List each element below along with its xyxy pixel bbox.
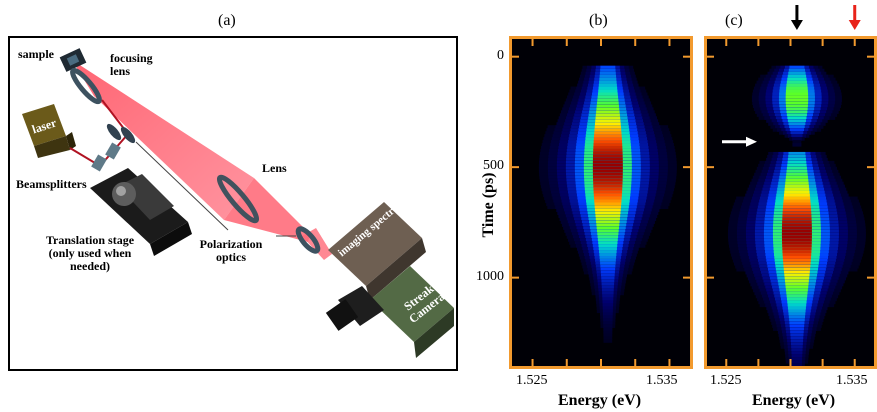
streak-camera xyxy=(325,266,454,358)
streak-plot-b xyxy=(512,39,690,366)
x-tick-b-left: 1.525 xyxy=(516,373,548,388)
setup-drawing xyxy=(22,48,454,358)
streak-image-b xyxy=(509,36,693,369)
x-axis-label-c: Energy (eV) xyxy=(752,392,836,409)
laser-path xyxy=(69,133,129,168)
label-lens: Lens xyxy=(262,161,287,175)
beamsplitter-optics xyxy=(91,123,136,172)
energy-marker-arrowhead xyxy=(848,20,861,30)
label-beamsplitters: Beamsplitters xyxy=(16,177,87,191)
panel-label-c: (c) xyxy=(725,12,743,29)
setup-diagram: sample focusing lens laser Lens Beamspli… xyxy=(8,36,458,371)
focusing-lens xyxy=(70,67,102,105)
imaging-spectrometer xyxy=(328,202,426,300)
label-focusing-lens: focusing lens xyxy=(110,51,153,78)
panel-label-a: (a) xyxy=(218,12,236,29)
x-tick-c-right: 1.535 xyxy=(836,373,868,388)
label-polarization-optics: Polarization optics xyxy=(199,237,263,264)
label-translation-stage: Translation stage (only used when needed… xyxy=(45,233,135,273)
sample-holder xyxy=(59,48,87,72)
main-lens xyxy=(216,174,260,224)
y-tick-label: 0 xyxy=(497,47,504,63)
x-tick-b-right: 1.535 xyxy=(646,373,678,388)
energy-marker-arrowhead xyxy=(790,20,803,30)
streak-image-c xyxy=(704,36,877,369)
streak-plot-c xyxy=(707,39,874,366)
collimated-beam xyxy=(72,60,254,220)
pointer-line xyxy=(135,141,229,231)
x-tick-c-left: 1.525 xyxy=(710,373,742,388)
polarization-optic xyxy=(295,226,321,254)
panel-label-b: (b) xyxy=(589,12,608,29)
label-sample: sample xyxy=(18,47,54,61)
laser-source xyxy=(22,104,76,158)
x-axis-label-b: Energy (eV) xyxy=(558,392,642,409)
y-tick-label: 500 xyxy=(483,158,504,174)
translation-stage xyxy=(90,168,192,256)
focused-beam xyxy=(224,178,310,242)
y-tick-label: 1000 xyxy=(476,268,504,284)
